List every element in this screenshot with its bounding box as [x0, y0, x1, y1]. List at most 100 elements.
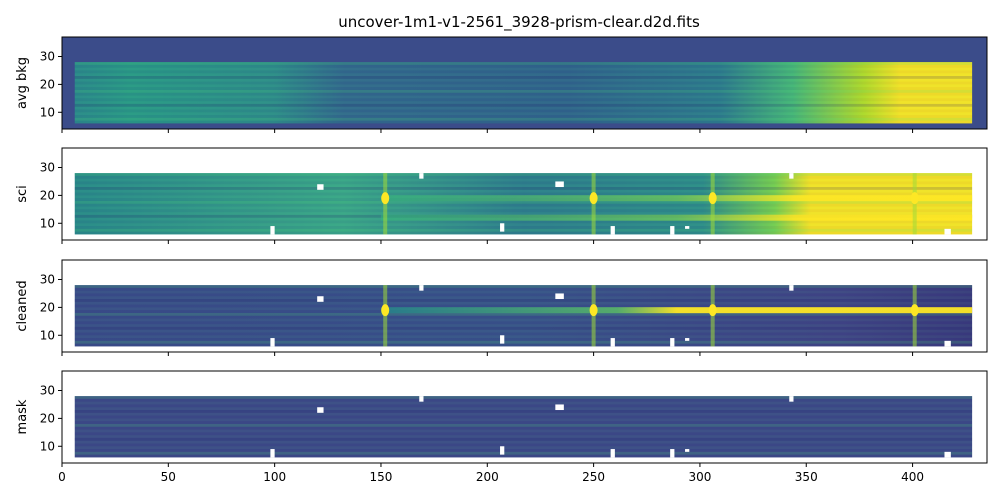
image-row	[74, 437, 973, 441]
masked-pixel	[789, 285, 794, 291]
image-row	[74, 209, 973, 213]
masked-pixel	[670, 226, 675, 235]
masked-pixel	[670, 338, 675, 347]
image-row	[74, 451, 973, 455]
image-row	[74, 449, 973, 452]
image-data	[74, 285, 973, 347]
masked-pixel	[317, 296, 324, 302]
y-axis-label: mask	[15, 399, 30, 434]
y-tick-label: 20	[40, 300, 55, 314]
image-row	[74, 67, 973, 71]
image-row	[74, 187, 973, 190]
masked-pixel	[944, 340, 951, 347]
x-tick-label: 300	[688, 470, 711, 484]
image-data	[74, 173, 973, 235]
axes-frame	[61, 36, 988, 130]
image-row	[74, 287, 973, 291]
masked-pixel	[555, 293, 564, 300]
image-row	[74, 398, 973, 402]
image-row	[74, 173, 973, 176]
image-row	[74, 175, 973, 179]
masked-pixel	[500, 223, 505, 232]
image-row	[74, 189, 973, 193]
image-row	[74, 62, 973, 65]
image-row	[74, 396, 973, 399]
image-row	[74, 318, 973, 322]
y-axis-label: cleaned	[15, 280, 30, 331]
masked-pixel	[270, 449, 275, 458]
masked-pixel	[670, 449, 675, 458]
image-data	[74, 396, 973, 458]
spectral-trace	[380, 307, 973, 314]
y-tick-label: 10	[40, 328, 55, 342]
image-row	[74, 106, 973, 110]
image-row	[74, 95, 973, 99]
masked-pixel	[500, 335, 505, 344]
image-row	[74, 432, 973, 436]
y-tick-label: 10	[40, 216, 55, 230]
image-row	[74, 404, 973, 408]
x-tick-label: 150	[370, 470, 393, 484]
image-row	[74, 200, 973, 204]
y-tick-label: 10	[40, 439, 55, 453]
image-row	[74, 73, 973, 77]
image-row	[74, 109, 973, 113]
emission-knot	[589, 192, 598, 205]
image-row	[74, 412, 973, 416]
image-row	[74, 181, 973, 185]
y-tick-label: 30	[40, 50, 55, 64]
emission-knot	[381, 304, 390, 317]
y-tick-label: 20	[40, 188, 55, 202]
image-row	[74, 410, 973, 413]
image-row	[74, 192, 973, 196]
image-row	[74, 293, 973, 297]
panels: 10 20 30 avg bkg 10 20 30 sci 10 20 30 cleaned 10 20 3…	[15, 36, 988, 484]
x-tick-label: 350	[795, 470, 818, 484]
masked-pixel	[610, 338, 615, 347]
masked-pixel	[555, 404, 564, 411]
spectral-trace	[380, 214, 973, 221]
image-row	[74, 326, 973, 330]
image-row	[74, 112, 973, 116]
axes-frame	[61, 259, 988, 353]
image-row	[74, 76, 973, 79]
masked-pixel	[270, 338, 275, 347]
panel-cleaned: 10 20 30 cleaned	[15, 259, 988, 356]
axes-frame	[61, 370, 988, 464]
masked-pixel	[789, 396, 794, 402]
image-row	[74, 332, 973, 336]
emission-knot	[381, 192, 390, 205]
image-row	[74, 120, 973, 124]
emission-knot	[708, 304, 717, 317]
image-row	[74, 290, 973, 294]
masked-pixel	[789, 173, 794, 179]
panel-sci: 10 20 30 sci	[15, 147, 988, 244]
image-row	[74, 443, 973, 447]
image-row	[74, 81, 973, 85]
image-row	[74, 103, 973, 107]
image-row	[74, 101, 973, 104]
image-row	[74, 338, 973, 341]
image-row	[74, 423, 973, 427]
image-row	[74, 212, 973, 215]
panel-avg-bkg: 10 20 30 avg bkg	[15, 36, 988, 133]
image-row	[74, 285, 973, 288]
masked-pixel	[500, 446, 505, 455]
image-row	[74, 206, 973, 210]
x-tick-label: 200	[476, 470, 499, 484]
image-row	[74, 315, 973, 319]
spectral-trace	[380, 195, 973, 202]
x-tick-label: 250	[582, 470, 605, 484]
masked-pixel	[944, 451, 951, 458]
y-tick-label: 20	[40, 77, 55, 91]
emission-knot	[708, 192, 717, 205]
masked-pixel	[555, 181, 564, 188]
y-tick-label: 30	[40, 273, 55, 287]
y-tick-label: 20	[40, 411, 55, 425]
image-row	[74, 223, 973, 227]
emission-knot	[589, 304, 598, 317]
masked-pixel	[317, 184, 324, 190]
image-row	[74, 454, 973, 458]
